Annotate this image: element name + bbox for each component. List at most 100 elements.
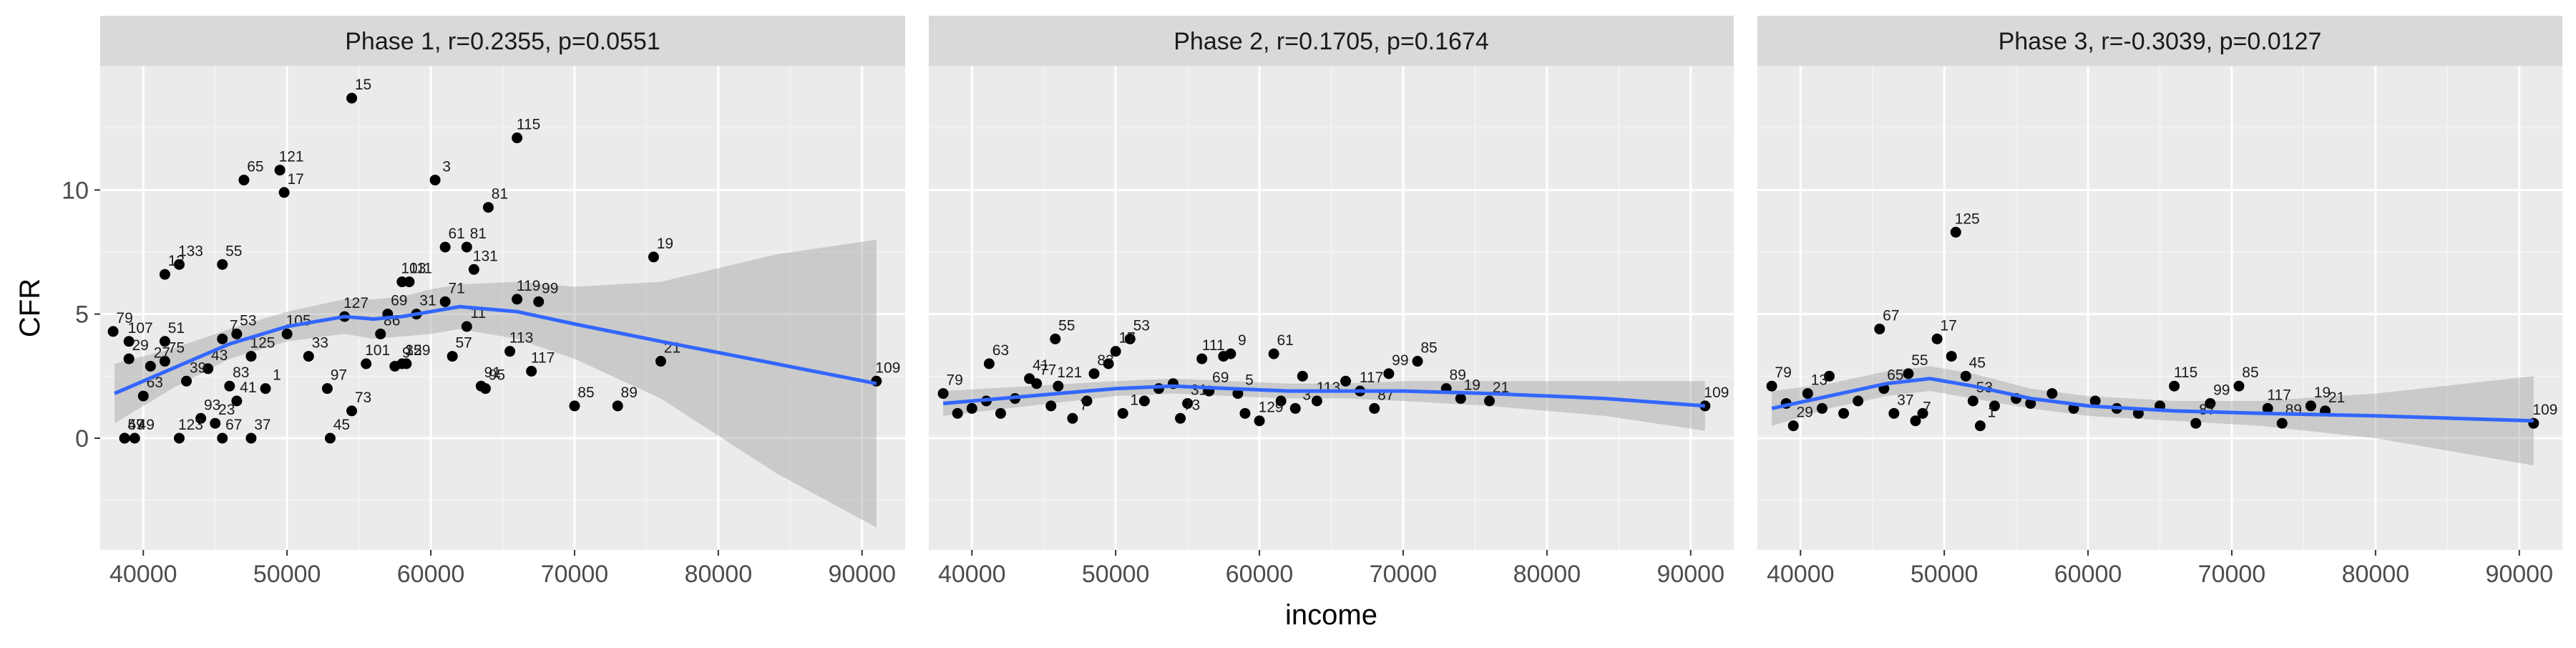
point-label: 53 <box>1133 317 1150 334</box>
data-point <box>569 400 580 412</box>
data-point <box>346 92 358 104</box>
point-label: 85 <box>577 385 594 401</box>
point-label: 7 <box>230 317 238 334</box>
data-point <box>1196 353 1208 364</box>
data-point <box>2089 395 2101 407</box>
point-label: 123 <box>178 417 203 433</box>
point-label: 113 <box>509 330 533 347</box>
point-label: 45 <box>1969 354 1986 371</box>
point-label: 109 <box>2532 402 2557 418</box>
data-point <box>439 296 451 307</box>
point-label: 85 <box>2242 364 2258 381</box>
point-label: 125 <box>1955 211 1980 227</box>
data-point <box>1412 356 1423 367</box>
x-tick-label: 40000 <box>109 561 177 588</box>
data-point <box>278 187 290 198</box>
data-point <box>210 417 221 429</box>
data-point <box>1311 395 1322 407</box>
x-tick-label: 90000 <box>1657 561 1724 588</box>
point-label: 9 <box>402 344 411 361</box>
point-label: 59 <box>127 417 144 433</box>
loess-line <box>942 384 1705 408</box>
point-label: 97 <box>331 367 347 384</box>
point-label: 121 <box>1057 364 1082 381</box>
data-point <box>482 202 494 213</box>
point-label: 37 <box>1897 392 1913 408</box>
point-label: 115 <box>2174 364 2197 381</box>
data-point <box>461 241 472 253</box>
point-label: 117 <box>531 349 555 366</box>
data-point <box>1802 388 1813 400</box>
x-tick-label: 70000 <box>541 561 609 588</box>
point-label: 69 <box>1212 369 1229 386</box>
x-tick-label: 80000 <box>1513 561 1581 588</box>
point-label: 5 <box>1245 372 1254 389</box>
data-point <box>1031 378 1043 390</box>
data-point <box>145 360 156 372</box>
point-label: 119 <box>517 278 540 294</box>
data-point <box>1088 368 1100 379</box>
point-label: 35 <box>405 342 421 359</box>
point-label: 111 <box>1202 337 1225 354</box>
point-label: 71 <box>448 280 464 296</box>
confidence-ribbon <box>943 378 1705 431</box>
y-axis-title: CFR <box>14 279 46 337</box>
point-label: 89 <box>621 385 638 401</box>
point-label: 65 <box>247 158 263 175</box>
data-point <box>461 321 472 332</box>
data-point <box>512 294 523 305</box>
data-point <box>1888 407 1900 419</box>
data-point <box>224 380 235 392</box>
data-point <box>468 263 479 275</box>
point-label: 37 <box>254 417 270 433</box>
y-tick-label: 10 <box>62 177 89 204</box>
panel-1: Phase 1, r=0.2355, p=0.05517910729512775… <box>62 16 905 588</box>
data-point <box>231 395 243 407</box>
data-point <box>1874 323 1885 334</box>
point-label: 7 <box>1080 397 1088 413</box>
point-label: 21 <box>2328 390 2345 406</box>
point-label: 45 <box>333 417 350 433</box>
point-label: 95 <box>489 367 505 384</box>
data-point <box>2233 380 2245 392</box>
data-point <box>504 346 516 357</box>
point-label: 31 <box>1191 382 1207 398</box>
data-point <box>1297 370 1308 382</box>
data-point <box>1050 333 1061 344</box>
point-label: 99 <box>2213 382 2230 398</box>
panel-strip <box>929 16 1734 66</box>
point-label: 67 <box>1883 307 1899 324</box>
data-point <box>1138 395 1150 407</box>
point-label: 51 <box>168 320 185 337</box>
point-label: 121 <box>279 149 304 165</box>
data-point <box>1124 333 1136 344</box>
point-label: 91 <box>484 364 501 381</box>
data-point <box>260 383 271 395</box>
data-point <box>404 276 415 288</box>
point-label: 55 <box>1058 317 1075 334</box>
panel-title: Phase 1, r=0.2355, p=0.0551 <box>345 28 660 55</box>
point-label: 9 <box>1238 332 1246 349</box>
point-label: 103 <box>401 261 426 277</box>
data-point <box>1103 358 1114 369</box>
point-label: 29 <box>1797 405 1813 421</box>
data-point <box>1903 368 1914 379</box>
data-point <box>1960 370 1971 382</box>
point-label: 19 <box>2314 385 2331 401</box>
point-label: 87 <box>2199 402 2215 418</box>
point-label: 17 <box>287 171 303 188</box>
point-label: 67 <box>225 417 242 433</box>
data-point <box>1823 370 1835 382</box>
point-label: 77 <box>1040 362 1056 379</box>
point-label: 33 <box>312 335 328 352</box>
data-point <box>2190 417 2202 429</box>
data-point <box>1967 395 1979 407</box>
data-point <box>217 432 228 444</box>
data-point <box>231 328 243 339</box>
data-point <box>612 400 623 412</box>
data-point <box>1081 395 1093 407</box>
point-label: 65 <box>1887 367 1903 384</box>
data-point <box>324 432 336 444</box>
panel-3: Phase 3, r=-0.3039, p=0.0127 79 29 13 67 65 37… <box>1757 16 2562 588</box>
